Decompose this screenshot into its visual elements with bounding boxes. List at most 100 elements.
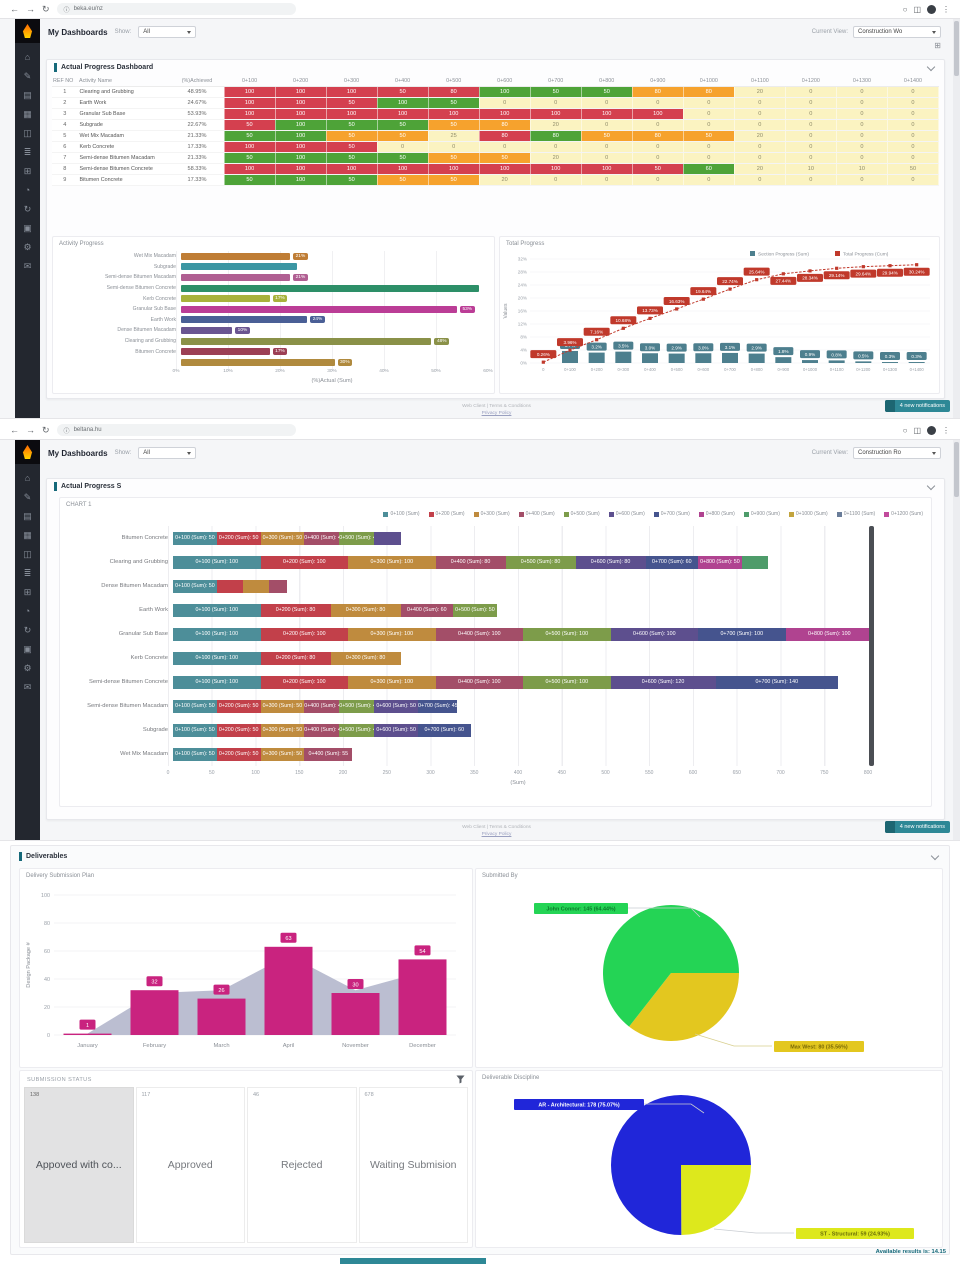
reload-icon[interactable]: ↻: [42, 3, 50, 14]
stacked-segment[interactable]: 0+600 (Sum): 50: [374, 699, 418, 713]
sidebar-settings-icon[interactable]: ⚙: [23, 663, 32, 673]
bar[interactable]: [181, 316, 308, 324]
chainage-cell[interactable]: 0: [785, 108, 837, 120]
sidebar-settings-icon[interactable]: ⚙: [23, 242, 32, 252]
stacked-segment[interactable]: 0+700 (Sum): 60: [418, 723, 471, 737]
chainage-cell[interactable]: 50: [224, 152, 276, 164]
chainage-cell[interactable]: 50: [326, 152, 378, 164]
chainage-cell[interactable]: 50: [428, 174, 480, 186]
legend-item[interactable]: 0+1000 (Sum): [788, 511, 828, 517]
chainage-cell[interactable]: 100: [530, 108, 582, 120]
table-row[interactable]: 2 Earth Work 24.67% 100 100 50 100 50 0 0 0 0 0 0 0 0 0: [52, 97, 940, 109]
chainage-cell[interactable]: 20: [530, 152, 582, 164]
stacked-segment[interactable]: 0+100 (Sum): 100: [173, 651, 261, 665]
chainage-cell[interactable]: 0: [632, 141, 684, 153]
table-row[interactable]: 6 Kerb Concrete 17.33% 100 100 50 0 0 0 0 0 0 0 0 0 0 0: [52, 141, 940, 153]
sidebar-columns-icon[interactable]: ◫: [23, 128, 32, 138]
stacked-segment[interactable]: 0+300 (Sum): 50: [260, 723, 305, 737]
chainage-cell[interactable]: 50: [632, 163, 684, 175]
stacked-segment[interactable]: 0+500 (Sum): 40: [339, 699, 375, 713]
chainage-cell[interactable]: 0: [734, 97, 786, 109]
stacked-segment[interactable]: 0+200 (Sum): 50: [216, 723, 261, 737]
table-row[interactable]: 7 Semi-dense Bitumen Macadam 21.33% 50 100 50…: [52, 152, 940, 164]
app-logo[interactable]: [15, 440, 40, 464]
profile-avatar[interactable]: [927, 425, 936, 435]
status-card[interactable]: 117 Approved: [135, 1087, 245, 1243]
stacked-segment[interactable]: 0+200 (Sum): 50: [216, 531, 261, 545]
chainage-cell[interactable]: 100: [479, 86, 531, 98]
sidebar-sync-icon[interactable]: ↻: [23, 625, 32, 635]
chainage-cell[interactable]: 0: [530, 97, 582, 109]
stacked-segment[interactable]: 0+300 (Sum): 50: [260, 531, 305, 545]
stacked-segment[interactable]: 0+300 (Sum): 50: [260, 699, 305, 713]
chainage-cell[interactable]: 50: [683, 130, 735, 142]
chainage-cell[interactable]: 100: [275, 86, 327, 98]
page-scrollbar[interactable]: [953, 440, 960, 840]
chainage-cell[interactable]: 50: [581, 86, 633, 98]
chainage-cell[interactable]: 60: [683, 163, 735, 175]
chainage-cell[interactable]: 0: [683, 141, 735, 153]
search-icon[interactable]: ○: [902, 4, 908, 14]
stacked-segment[interactable]: 0+400 (Sum): 40: [304, 723, 340, 737]
extensions-icon[interactable]: ◫: [913, 4, 921, 14]
stacked-segment[interactable]: 0+200 (Sum): 50: [216, 699, 261, 713]
stacked-segment[interactable]: 0+400 (Sum): 100: [435, 675, 523, 689]
chainage-cell[interactable]: 0: [887, 174, 940, 186]
chainage-cell[interactable]: 0: [581, 152, 633, 164]
filter-icon[interactable]: [456, 1075, 465, 1084]
show-select[interactable]: All: [138, 26, 197, 38]
stacked-segment[interactable]: 0+600 (Sum): 120: [610, 675, 716, 689]
chainage-cell[interactable]: 100: [224, 163, 276, 175]
sidebar-report-icon[interactable]: ▣: [23, 644, 32, 654]
status-card[interactable]: 678 Waiting Submision: [358, 1087, 468, 1243]
chainage-cell[interactable]: 0: [683, 119, 735, 131]
address-bar[interactable]: ⓘ beltana.hu: [56, 424, 296, 436]
stacked-segment[interactable]: [741, 555, 768, 569]
chainage-cell[interactable]: 50: [326, 141, 378, 153]
chainage-cell[interactable]: 0: [734, 152, 786, 164]
chainage-cell[interactable]: 100: [326, 163, 378, 175]
stacked-segment[interactable]: 0+500 (Sum): 40: [339, 531, 375, 545]
notifications-badge[interactable]: 4 new notifications: [884, 821, 950, 833]
chainage-cell[interactable]: 50: [530, 86, 582, 98]
chainage-cell[interactable]: 0: [734, 119, 786, 131]
chainage-cell[interactable]: 100: [275, 141, 327, 153]
chainage-cell[interactable]: 0: [836, 152, 888, 164]
stacked-segment[interactable]: 0+100 (Sum): 100: [173, 555, 261, 569]
chainage-cell[interactable]: 0: [785, 141, 837, 153]
bar[interactable]: [181, 348, 270, 356]
chainage-cell[interactable]: 0: [683, 174, 735, 186]
chainage-cell[interactable]: 0: [785, 130, 837, 142]
sidebar-chart-icon[interactable]: ◔: [24, 185, 31, 195]
sidebar-home-icon[interactable]: ⌂: [24, 473, 31, 483]
stacked-segment[interactable]: 0+200 (Sum): 100: [260, 555, 348, 569]
chainage-cell[interactable]: 50: [887, 163, 940, 175]
stacked-segment[interactable]: 0+100 (Sum): 100: [173, 675, 261, 689]
bar[interactable]: [181, 263, 297, 271]
table-row[interactable]: 4 Subgrade 22.67% 50 100 50 50 50 80 20 0 0 0 0 0 0 0: [52, 119, 940, 131]
sidebar-table-icon[interactable]: ▤: [23, 511, 32, 521]
stacked-segment[interactable]: 0+100 (Sum): 100: [173, 627, 261, 641]
legend-item[interactable]: 0+900 (Sum): [743, 511, 780, 517]
sidebar-report-icon[interactable]: ▣: [23, 223, 32, 233]
legend-item[interactable]: 0+1200 (Sum): [884, 511, 923, 517]
chainage-cell[interactable]: 0: [581, 119, 633, 131]
chainage-cell[interactable]: 0: [581, 97, 633, 109]
bar[interactable]: [181, 326, 233, 334]
chainage-cell[interactable]: 0: [887, 119, 940, 131]
collapse-chevron-icon[interactable]: [926, 62, 936, 72]
chainage-cell[interactable]: 25: [428, 130, 480, 142]
address-bar[interactable]: ⓘ beka.eu/nz: [56, 3, 296, 15]
stacked-segment[interactable]: 0+700 (Sum): 140: [715, 675, 838, 689]
legend-item[interactable]: 0+1100 (Sum): [836, 511, 875, 517]
stacked-segment[interactable]: 0+100 (Sum): 50: [173, 723, 217, 737]
chainage-cell[interactable]: 100: [275, 130, 327, 142]
chainage-cell[interactable]: 0: [887, 141, 940, 153]
extensions-icon[interactable]: ◫: [913, 425, 921, 435]
chainage-cell[interactable]: 100: [326, 108, 378, 120]
chainage-cell[interactable]: 0: [836, 108, 888, 120]
chainage-cell[interactable]: 0: [785, 152, 837, 164]
search-icon[interactable]: ○: [902, 425, 908, 435]
collapse-chevron-icon[interactable]: [926, 481, 936, 491]
chainage-cell[interactable]: 0: [836, 141, 888, 153]
